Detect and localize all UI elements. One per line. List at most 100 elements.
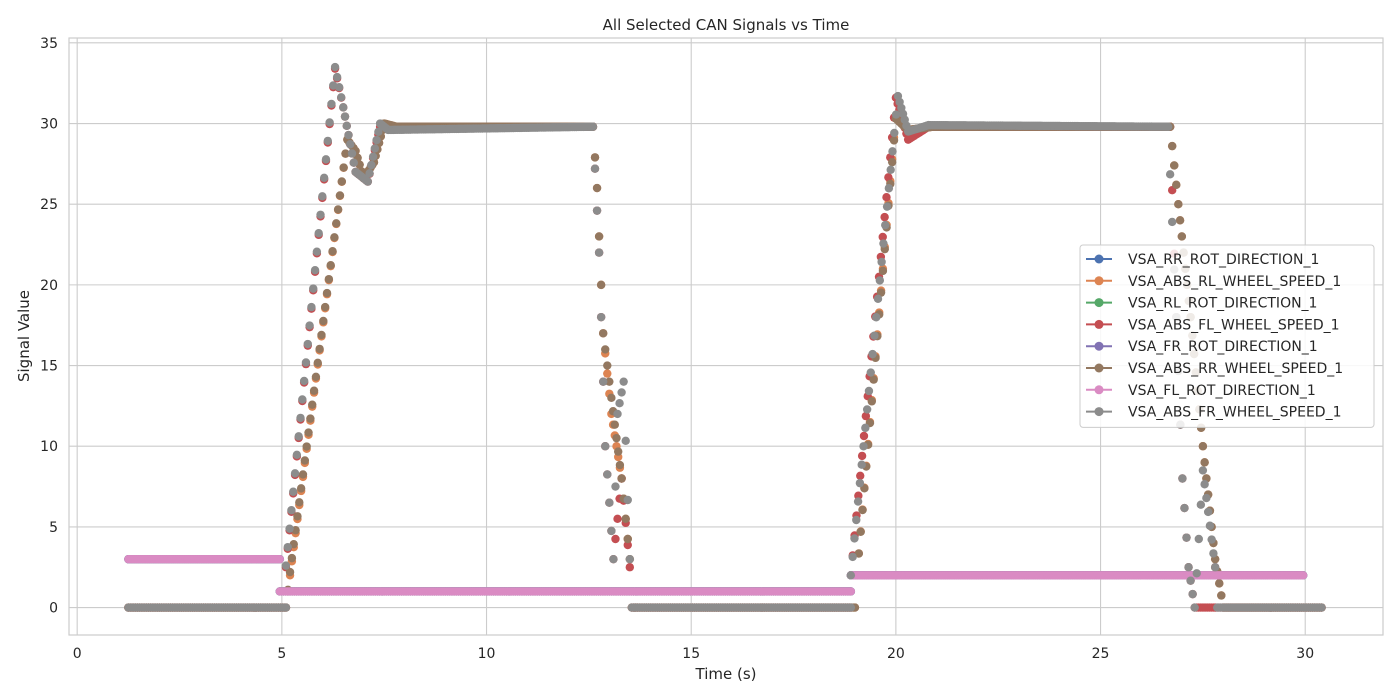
data-point	[298, 470, 308, 479]
data-point	[605, 377, 614, 386]
data-point	[854, 549, 864, 558]
data-point	[870, 331, 879, 340]
data-point	[293, 512, 302, 521]
data-point	[850, 534, 859, 543]
data-point	[305, 321, 314, 330]
data-point	[857, 460, 866, 469]
data-point	[368, 152, 378, 161]
data-point	[306, 414, 315, 423]
data-point	[299, 376, 309, 386]
data-point	[611, 482, 620, 491]
data-point	[621, 514, 630, 524]
data-point	[848, 552, 857, 562]
data-point	[598, 329, 608, 338]
data-point	[1200, 458, 1209, 467]
data-point	[1177, 232, 1187, 241]
data-point	[607, 526, 616, 536]
data-point	[1298, 571, 1308, 580]
data-point	[332, 72, 342, 82]
data-point	[607, 393, 616, 403]
data-point	[337, 93, 346, 102]
data-point	[603, 369, 612, 378]
data-point	[1174, 199, 1183, 209]
data-point	[326, 260, 335, 270]
data-point	[889, 136, 899, 145]
data-point	[294, 432, 303, 441]
data-point	[596, 280, 606, 290]
data-point	[601, 442, 610, 451]
data-point	[281, 561, 291, 570]
data-point	[308, 400, 317, 409]
data-point	[846, 571, 856, 580]
data-point	[617, 388, 626, 397]
data-point	[588, 122, 598, 131]
data-point	[316, 210, 325, 219]
data-point	[625, 563, 635, 572]
series-vsa-fl-rot-direction-1	[124, 554, 1308, 596]
data-point	[334, 83, 344, 92]
data-point	[856, 471, 865, 480]
data-point	[619, 377, 628, 386]
data-point	[339, 163, 348, 172]
data-point	[317, 330, 326, 340]
data-point	[298, 395, 307, 404]
data-point	[858, 505, 867, 515]
data-point	[321, 155, 331, 164]
data-point	[615, 460, 625, 470]
data-point	[871, 313, 881, 322]
data-point	[314, 229, 323, 238]
data-point	[327, 99, 336, 109]
data-point	[1175, 216, 1185, 225]
data-point	[880, 212, 889, 222]
data-point	[869, 375, 878, 384]
data-point	[882, 193, 891, 202]
data-point	[846, 603, 856, 612]
data-point	[328, 247, 337, 256]
data-point	[856, 527, 865, 537]
data-point	[296, 413, 305, 423]
data-point	[879, 239, 888, 248]
data-point	[610, 420, 619, 429]
data-point	[315, 344, 324, 354]
data-point	[312, 247, 322, 256]
data-point	[886, 165, 895, 175]
data-point	[621, 436, 630, 446]
data-point	[296, 484, 306, 493]
data-point	[859, 431, 869, 441]
data-point	[611, 534, 620, 544]
data-point	[881, 220, 890, 230]
data-point	[341, 149, 350, 158]
data-point	[625, 554, 635, 564]
data-point	[846, 587, 856, 596]
data-point	[623, 495, 632, 505]
data-point	[290, 469, 300, 478]
data-point	[309, 284, 318, 293]
data-point	[342, 121, 351, 131]
data-point	[873, 294, 883, 304]
data-point	[867, 397, 877, 406]
data-point	[372, 135, 381, 145]
data-point	[862, 405, 872, 414]
data-point	[323, 136, 332, 146]
data-point	[590, 153, 600, 162]
data-point	[333, 205, 343, 214]
data-point	[891, 110, 901, 119]
data-point	[335, 191, 345, 200]
data-point	[884, 173, 893, 182]
data-point	[887, 157, 897, 167]
data-point	[612, 433, 621, 443]
data-point	[859, 442, 868, 451]
data-point	[300, 456, 310, 465]
data-point	[295, 498, 304, 507]
data-point	[613, 514, 622, 524]
data-point	[307, 302, 316, 312]
data-point	[344, 130, 353, 140]
data-point	[598, 377, 608, 386]
data-point	[319, 173, 329, 183]
data-point	[878, 232, 887, 242]
data-point	[313, 358, 322, 368]
data-point	[310, 265, 320, 275]
data-point	[617, 474, 626, 483]
data-point	[866, 368, 875, 377]
data-point	[603, 470, 612, 479]
